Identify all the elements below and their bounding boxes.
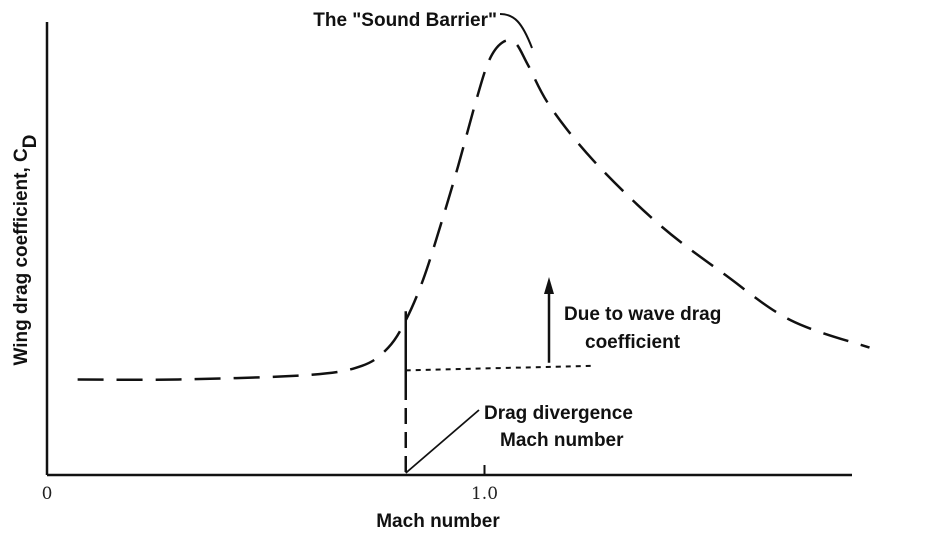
series-group [77,38,870,382]
drag-divergence-annotation-line2: Mach number [500,430,624,451]
markers [404,13,554,475]
series-line-0 [77,38,870,382]
x-ticks: 0 1.0 [42,465,498,504]
y-axis-label-subscript: D [20,134,41,148]
sound-barrier-annotation: The "Sound Barrier" [313,10,497,31]
wave-drag-annotation-line2: coefficient [585,332,681,353]
x-axis-label: Mach number [376,511,500,532]
axes [45,22,852,477]
wave-drag-arrowhead [544,277,554,294]
x-tick-label-1: 1.0 [471,484,498,504]
sound-barrier-leader-line [499,13,533,49]
series-line-1 [405,364,594,372]
x-tick-label-0: 0 [42,484,53,504]
divergence-leader-line [405,409,480,474]
y-axis-label: Wing drag coefficient, CD [11,134,41,365]
y-axis-label-main: Wing drag coefficient, C [11,148,32,366]
wave-drag-annotation-line1: Due to wave drag [564,304,721,325]
drag-divergence-annotation-line1: Drag divergence [484,403,633,424]
